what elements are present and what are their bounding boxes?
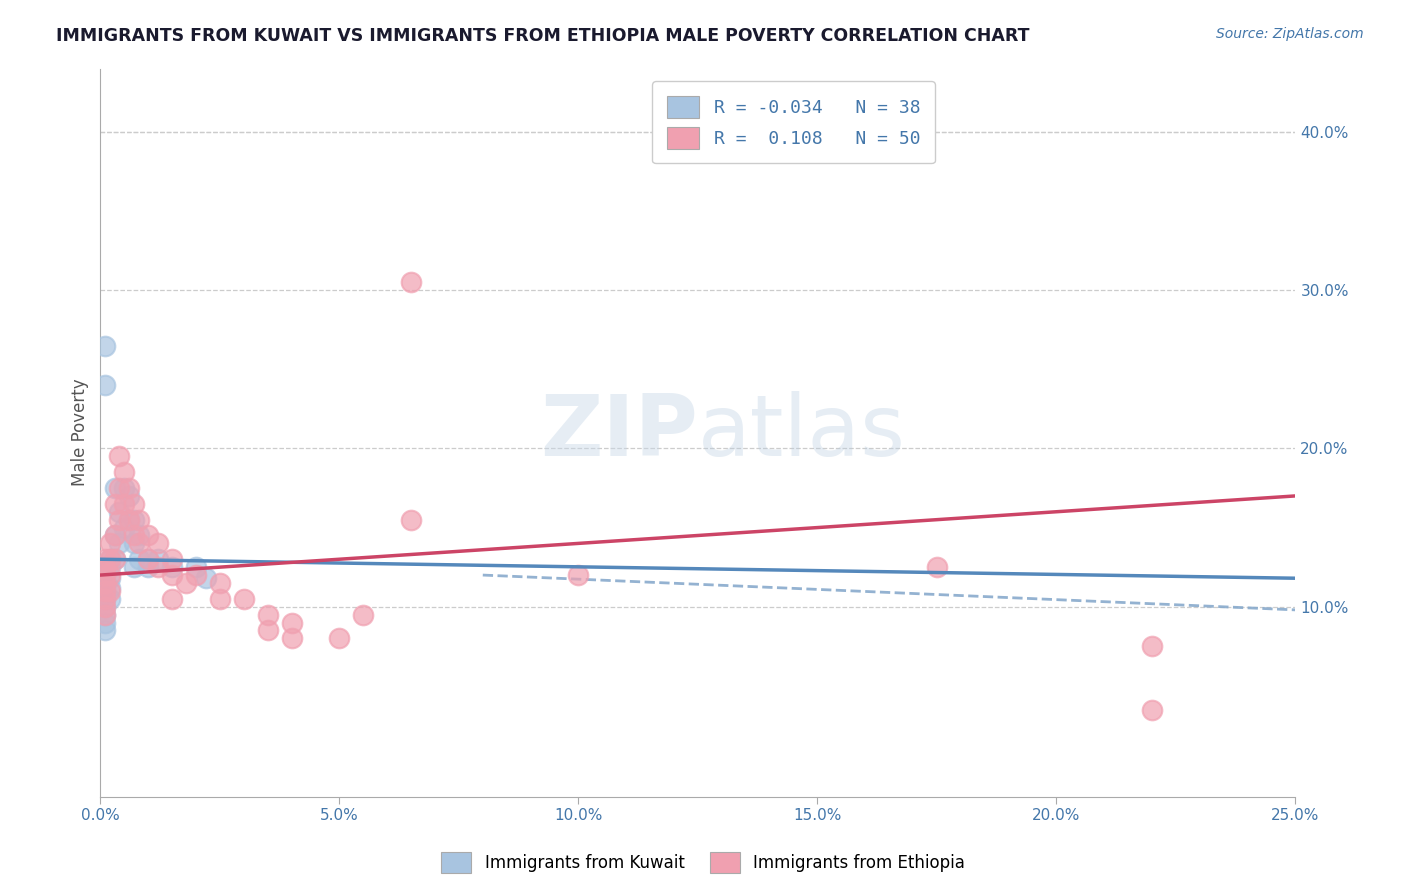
Point: [160, 591, 183, 606]
Point: [136, 552, 159, 566]
Point: [98, 552, 121, 566]
Point: [94, 581, 117, 595]
Point: [104, 481, 127, 495]
Text: Source: ZipAtlas.com: Source: ZipAtlas.com: [1216, 27, 1364, 41]
Point: [94, 607, 117, 622]
Point: [98, 591, 121, 606]
Point: [98, 560, 121, 574]
Point: [184, 568, 207, 582]
Point: [122, 536, 145, 550]
Point: [118, 489, 141, 503]
Point: [128, 513, 150, 527]
Point: [94, 615, 117, 630]
Point: [128, 552, 150, 566]
Point: [108, 505, 131, 519]
Point: [280, 632, 302, 646]
Point: [256, 624, 278, 638]
Point: [94, 560, 117, 574]
Point: [925, 560, 948, 574]
Point: [208, 591, 231, 606]
Point: [104, 528, 127, 542]
Point: [136, 552, 159, 566]
Point: [112, 465, 135, 479]
Point: [94, 552, 117, 566]
Point: [1140, 640, 1163, 654]
Point: [122, 560, 145, 574]
Point: [328, 632, 350, 646]
Point: [118, 513, 141, 527]
Point: [98, 536, 121, 550]
Point: [94, 624, 117, 638]
Point: [160, 568, 183, 582]
Text: IMMIGRANTS FROM KUWAIT VS IMMIGRANTS FROM ETHIOPIA MALE POVERTY CORRELATION CHAR: IMMIGRANTS FROM KUWAIT VS IMMIGRANTS FRO…: [56, 27, 1029, 45]
Point: [112, 497, 135, 511]
Point: [94, 583, 117, 598]
Point: [146, 552, 169, 566]
Point: [280, 615, 302, 630]
Point: [128, 536, 150, 550]
Point: [98, 581, 121, 595]
Point: [122, 513, 145, 527]
Text: ZIP: ZIP: [540, 391, 697, 474]
Point: [94, 599, 117, 614]
Point: [94, 576, 117, 591]
Point: [567, 568, 589, 582]
Point: [94, 338, 117, 352]
Point: [136, 528, 159, 542]
Point: [94, 587, 117, 601]
Point: [1140, 703, 1163, 717]
Point: [146, 560, 169, 574]
Point: [399, 513, 422, 527]
Point: [184, 560, 207, 574]
Point: [136, 560, 159, 574]
Point: [399, 275, 422, 289]
Point: [98, 583, 121, 598]
Point: [112, 481, 135, 495]
Y-axis label: Male Poverty: Male Poverty: [72, 379, 89, 486]
Point: [194, 571, 217, 585]
Point: [94, 591, 117, 606]
Point: [108, 450, 131, 464]
Point: [112, 520, 135, 534]
Point: [108, 513, 131, 527]
Point: [94, 607, 117, 622]
Point: [118, 481, 141, 495]
Point: [98, 568, 121, 582]
Point: [208, 576, 231, 591]
Text: atlas: atlas: [697, 391, 905, 474]
Point: [94, 576, 117, 591]
Point: [176, 576, 198, 591]
Point: [104, 552, 127, 566]
Point: [160, 560, 183, 574]
Point: [98, 571, 121, 585]
Legend: R = -0.034   N = 38, R =  0.108   N = 50: R = -0.034 N = 38, R = 0.108 N = 50: [652, 81, 935, 163]
Point: [232, 591, 254, 606]
Point: [104, 497, 127, 511]
Point: [94, 378, 117, 392]
Point: [94, 591, 117, 606]
Point: [94, 560, 117, 574]
Point: [108, 481, 131, 495]
Legend: Immigrants from Kuwait, Immigrants from Ethiopia: Immigrants from Kuwait, Immigrants from …: [434, 846, 972, 880]
Point: [108, 536, 131, 550]
Point: [128, 528, 150, 542]
Point: [94, 568, 117, 582]
Point: [98, 552, 121, 566]
Point: [352, 607, 374, 622]
Point: [160, 552, 183, 566]
Point: [122, 528, 145, 542]
Point: [118, 513, 141, 527]
Point: [104, 528, 127, 542]
Point: [146, 536, 169, 550]
Point: [94, 568, 117, 582]
Point: [104, 552, 127, 566]
Point: [122, 497, 145, 511]
Point: [256, 607, 278, 622]
Point: [94, 599, 117, 614]
